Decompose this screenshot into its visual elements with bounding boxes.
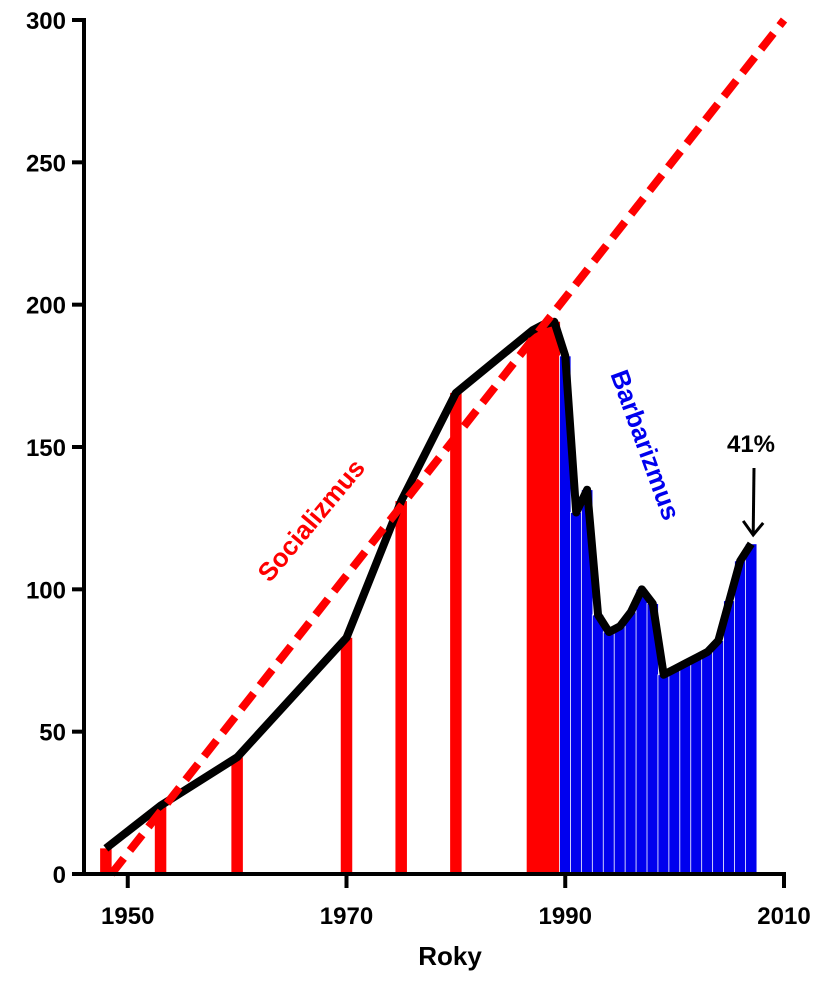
annotation-41-percent: 41% bbox=[727, 431, 775, 458]
bar-1-17 bbox=[745, 543, 758, 875]
x-axis-label: Roky bbox=[418, 941, 482, 971]
x-tick-label-1990: 1990 bbox=[539, 903, 592, 930]
y-tick-label-100: 100 bbox=[26, 577, 66, 604]
bar-0-7 bbox=[537, 324, 550, 874]
y-tick-label-150: 150 bbox=[26, 435, 66, 462]
bar-1-11 bbox=[679, 662, 692, 875]
y-tick-label-0: 0 bbox=[53, 862, 66, 889]
bar-1-3 bbox=[591, 614, 605, 875]
series-line bbox=[103, 317, 755, 852]
bar-0-6 bbox=[526, 330, 539, 875]
bar-0-4 bbox=[395, 501, 407, 874]
bar-1-15 bbox=[723, 600, 736, 875]
bar-1-9 bbox=[657, 674, 670, 875]
bar-0-2 bbox=[231, 757, 243, 874]
bar-1-6 bbox=[624, 611, 638, 875]
bars-layer bbox=[100, 321, 758, 875]
bar-1-7 bbox=[635, 588, 648, 875]
bar-1-14 bbox=[712, 640, 725, 875]
x-tick-label-1970: 1970 bbox=[320, 903, 373, 930]
y-tick-label-50: 50 bbox=[39, 720, 66, 747]
y-tick-label-200: 200 bbox=[26, 293, 66, 320]
x-tick-label-2010: 2010 bbox=[757, 903, 810, 930]
lines-layer bbox=[103, 17, 788, 877]
tick-labels-layer: 0 50 100 150 200 250 300 1950 1970 1990 2010 bbox=[26, 8, 811, 930]
x-tick-label-1950: 1950 bbox=[101, 903, 154, 930]
y-tick-label-250: 250 bbox=[26, 150, 66, 177]
annotation-barbarizmus: Barbarizmus bbox=[604, 366, 686, 524]
bar-0-0 bbox=[100, 848, 112, 874]
annotation-arrow bbox=[751, 467, 756, 535]
bar-0-5 bbox=[450, 392, 462, 874]
bar-1-16 bbox=[734, 560, 747, 875]
annotation-arrowhead bbox=[741, 520, 765, 538]
bar-1-4 bbox=[602, 631, 616, 875]
annotations-layer: Socializmus Barbarizmus 41% bbox=[251, 366, 775, 588]
axes-layer bbox=[72, 18, 786, 888]
bar-0-3 bbox=[340, 637, 353, 874]
y-tick-label-300: 300 bbox=[26, 8, 66, 35]
bar-1-5 bbox=[613, 625, 627, 875]
bar-1-1 bbox=[570, 512, 583, 875]
bar-0-1 bbox=[154, 805, 167, 874]
bar-0-8 bbox=[548, 321, 561, 874]
bar-1-13 bbox=[701, 651, 714, 875]
trend-dashed-line bbox=[108, 17, 788, 877]
bar-1-10 bbox=[668, 668, 681, 875]
bar-1-12 bbox=[690, 657, 703, 875]
